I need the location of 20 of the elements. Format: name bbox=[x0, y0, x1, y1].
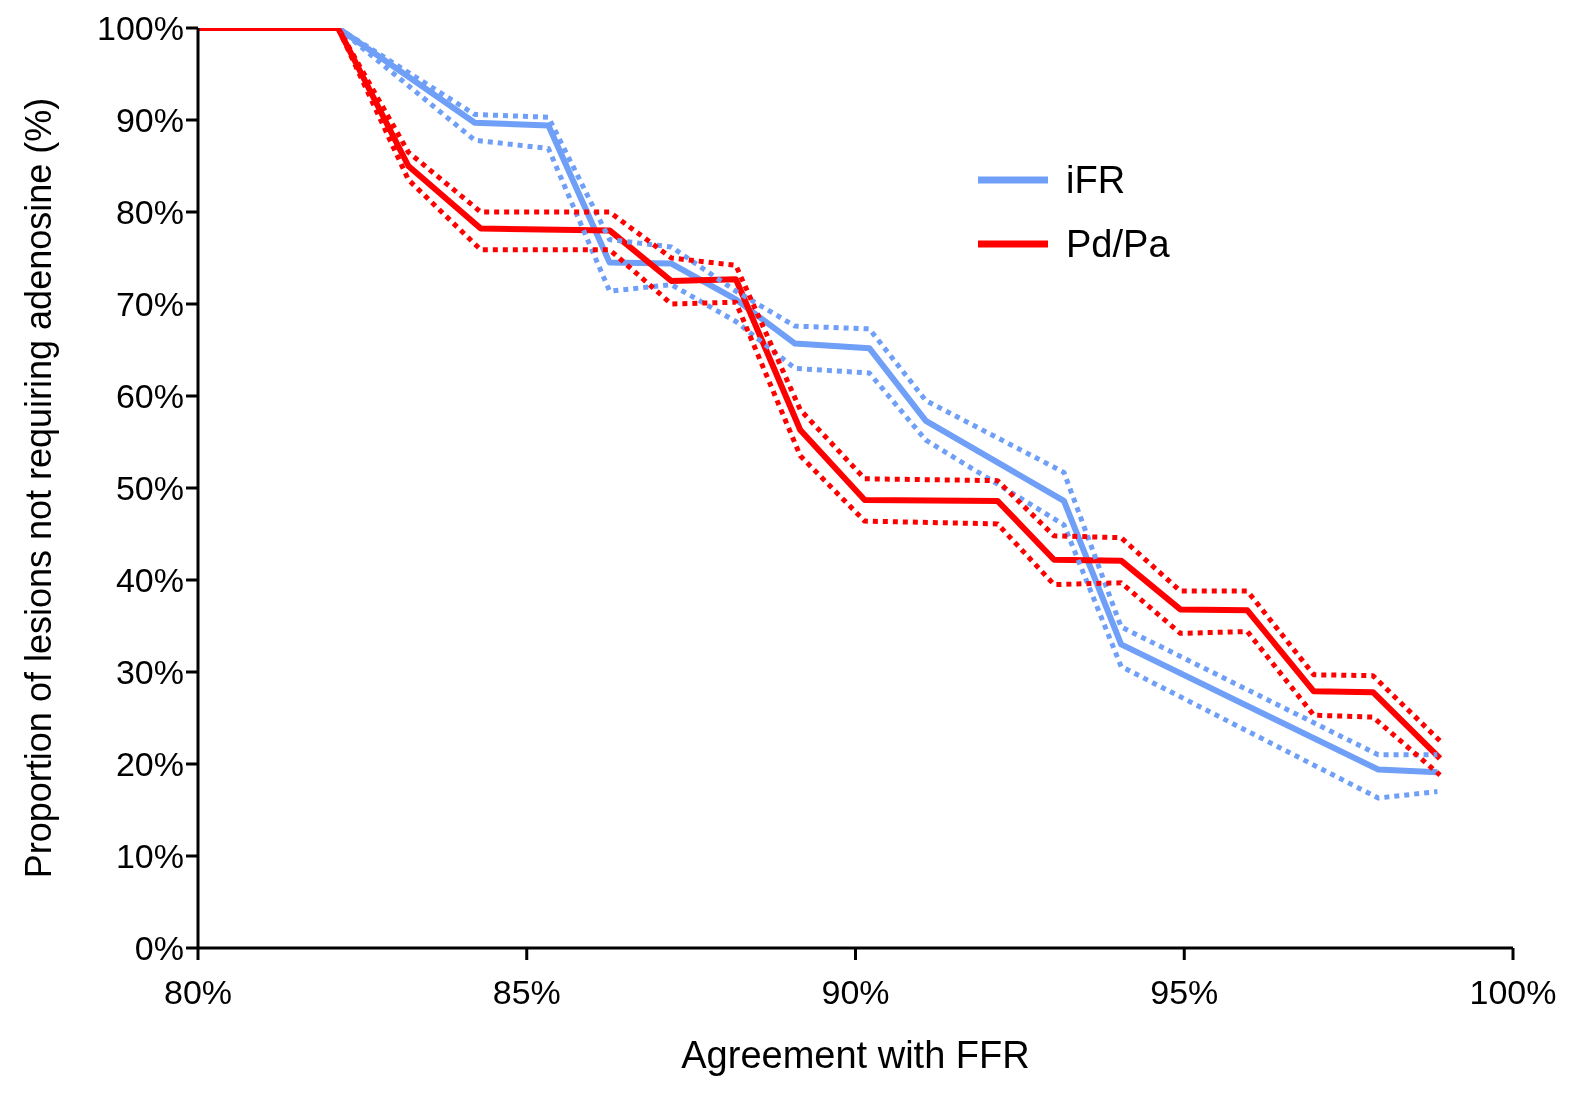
y-tick-label: 40% bbox=[115, 561, 184, 600]
legend-label: Pd/Pa bbox=[1066, 222, 1170, 267]
y-tick-label: 20% bbox=[115, 745, 184, 784]
y-tick-label: 30% bbox=[115, 653, 184, 692]
y-tick-label: 50% bbox=[115, 469, 184, 508]
x-tick-label: 90% bbox=[821, 973, 890, 1012]
x-tick-label: 100% bbox=[1469, 973, 1557, 1012]
y-tick-label: 70% bbox=[115, 285, 184, 324]
x-tick-label: 95% bbox=[1150, 973, 1219, 1012]
x-tick-label: 85% bbox=[492, 973, 561, 1012]
y-tick-label: 100% bbox=[97, 9, 184, 48]
y-axis-title: Proportion of lesions not requiring adenosine (%) bbox=[17, 97, 59, 879]
y-tick-label: 90% bbox=[115, 101, 184, 140]
x-axis-title: Agreement with FFR bbox=[681, 1034, 1030, 1076]
y-tick-label: 10% bbox=[115, 837, 184, 876]
legend-label: iFR bbox=[1066, 158, 1126, 203]
y-tick-label: 0% bbox=[134, 929, 184, 968]
y-tick-label: 60% bbox=[115, 377, 184, 416]
y-tick-label: 80% bbox=[115, 193, 184, 232]
x-tick-label: 80% bbox=[163, 973, 233, 1012]
